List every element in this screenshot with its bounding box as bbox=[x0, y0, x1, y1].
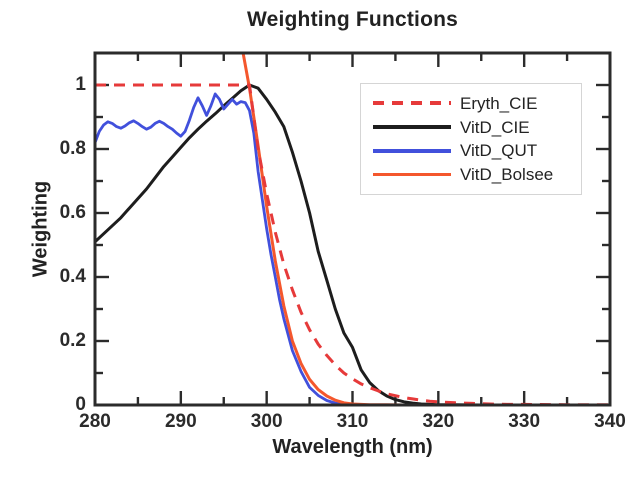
x-tick-label: 340 bbox=[594, 411, 626, 432]
y-axis-label: Weighting bbox=[29, 180, 52, 278]
legend-entry-vitd-bolsee: VitD_Bolsee bbox=[373, 166, 577, 183]
y-tick-label: 0.4 bbox=[59, 266, 86, 287]
legend-line-sample-vitd-bolsee bbox=[373, 172, 451, 177]
legend-line-sample-vitd-cie bbox=[373, 125, 451, 129]
legend-label-vitd-qut: VitD_QUT bbox=[460, 141, 538, 161]
x-tick-label: 320 bbox=[422, 411, 455, 432]
y-tick-label: 0 bbox=[75, 394, 86, 415]
legend-line-sample-vitd-qut bbox=[373, 149, 451, 153]
y-tick-label: 1 bbox=[75, 74, 86, 95]
series-line-vitd_qut bbox=[95, 92, 610, 407]
y-tick-label: 0.2 bbox=[59, 330, 86, 351]
series-line-eryth_cie bbox=[95, 83, 610, 407]
x-tick-label: 290 bbox=[164, 411, 197, 432]
y-tick-label: 0.8 bbox=[59, 138, 86, 159]
x-tick-label: 300 bbox=[250, 411, 283, 432]
x-tick-label: 280 bbox=[79, 411, 111, 432]
axes-frame bbox=[93, 51, 612, 407]
legend-label-eryth-cie: Eryth_CIE bbox=[460, 93, 538, 113]
chart-title: Weighting Functions bbox=[246, 8, 459, 31]
legend-label-vitd-bolsee: VitD_Bolsee bbox=[460, 165, 554, 185]
legend-entry-vitd-qut: VitD_QUT bbox=[373, 142, 577, 159]
legend-entry-eryth-cie: Eryth_CIE bbox=[373, 95, 577, 112]
x-tick-label: 310 bbox=[336, 411, 369, 432]
legend-entry-vitd-cie: VitD_CIE bbox=[373, 119, 577, 136]
x-tick-label: 330 bbox=[508, 411, 541, 432]
legend-box: Eryth_CIE VitD_CIE VitD_QUT VitD_Bolsee bbox=[360, 83, 582, 195]
legend-line-sample-eryth-cie bbox=[373, 101, 451, 106]
legend-label-vitd-cie: VitD_CIE bbox=[460, 117, 530, 137]
x-axis-label: Wavelength (nm) bbox=[272, 436, 433, 458]
y-tick-label: 0.6 bbox=[59, 202, 86, 223]
